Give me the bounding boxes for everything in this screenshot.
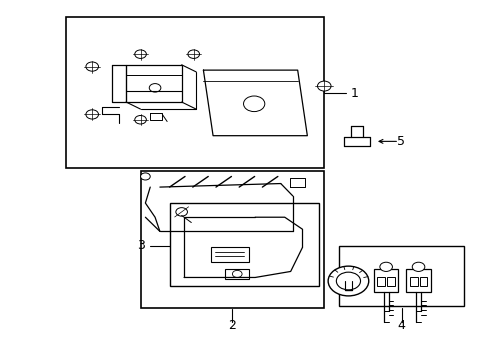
Text: 4: 4 (397, 319, 405, 332)
Text: 1: 1 (350, 87, 358, 100)
Circle shape (176, 208, 187, 216)
Bar (409, 277, 417, 286)
Bar (169, 203, 319, 286)
Circle shape (135, 50, 146, 58)
Circle shape (327, 266, 368, 296)
Bar (338, 246, 464, 306)
Text: 2: 2 (228, 319, 236, 332)
Bar (406, 269, 430, 292)
Circle shape (140, 173, 150, 180)
Circle shape (149, 84, 161, 92)
Circle shape (317, 81, 330, 91)
Circle shape (86, 110, 98, 119)
Bar (210, 247, 249, 261)
Circle shape (86, 62, 98, 71)
Circle shape (232, 270, 242, 278)
Bar (377, 277, 385, 286)
Circle shape (187, 50, 199, 58)
Text: 3: 3 (137, 239, 145, 252)
Bar (386, 277, 394, 286)
Circle shape (336, 272, 360, 290)
Bar (419, 277, 427, 286)
Bar (65, 17, 324, 168)
Bar (140, 171, 324, 307)
Circle shape (411, 262, 424, 271)
Circle shape (135, 116, 146, 124)
Bar (224, 269, 249, 279)
Circle shape (243, 96, 264, 112)
Text: 5: 5 (396, 135, 404, 148)
Bar (373, 269, 397, 292)
Circle shape (379, 262, 392, 271)
